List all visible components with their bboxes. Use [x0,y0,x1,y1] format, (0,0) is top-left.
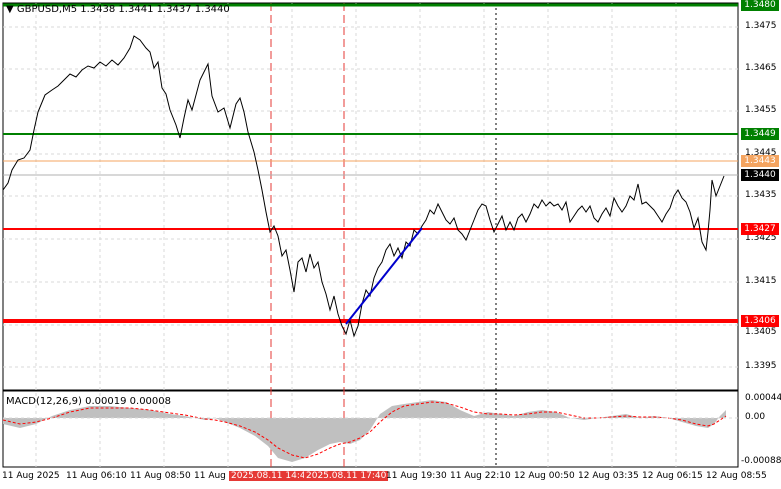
price-tag-1443: 1.3443 [741,155,779,167]
macd-histogram [3,400,726,462]
time-tick: 12 Aug 03:35 [578,471,639,481]
time-tick: 11 Aug 2025 [2,471,60,481]
price-tick: 1.3435 [745,190,777,200]
price-tick: 1.3425 [745,233,777,243]
price-tag-1480: 1.3480 [741,0,779,11]
macd-title: MACD(12,26,9) 0.00019 0.00008 [6,396,172,407]
time-tick: 11 Aug 08:50 [130,471,191,481]
price-tag-1427: 1.3427 [741,223,779,235]
time-tick: 11 Aug 1 [194,471,235,481]
collapse-arrow-icon[interactable]: ▼ [6,4,14,15]
price-tick: 1.3475 [745,21,777,31]
ohlc-readout: 1.3438 1.3441 1.3437 1.3440 [80,4,230,15]
chart-title: ▼ GBPUSD,M5 1.3438 1.3441 1.3437 1.3440 [6,4,230,15]
macd-tick: 0.00 [745,412,766,422]
time-marker-label: 2025.08.11 14:4 [229,471,308,481]
macd-signal-line [2,401,727,459]
price-tick: 1.3405 [745,327,777,337]
symbol-label: GBPUSD,M5 [16,4,78,15]
price-grid [3,3,738,467]
price-line [2,35,725,338]
time-tick: 12 Aug 00:50 [514,471,575,481]
time-tick: 11 Aug 22:10 [450,471,511,481]
macd-tick: -0.00088 [741,456,781,466]
time-marker-label: 2025.08.11 17:40 [304,471,389,481]
trend-line[interactable] [345,227,423,325]
price-tag-1449: 1.3449 [741,128,779,140]
price-tick: 1.3445 [745,148,777,158]
price-tick: 1.3415 [745,276,777,286]
time-tick: 12 Aug 08:55 [706,471,767,481]
price-tag-1406: 1.3406 [741,315,779,327]
time-tick: 11 Aug 06:10 [66,471,127,481]
price-tick: 1.3395 [745,361,777,371]
time-tick: 12 Aug 06:15 [642,471,703,481]
price-tick: 1.3465 [745,63,777,73]
price-tag-current: 1.3440 [741,169,779,181]
macd-tick: 0.00044 [745,393,781,403]
price-tick: 1.3455 [745,105,777,115]
time-tick: 11 Aug 19:30 [386,471,447,481]
